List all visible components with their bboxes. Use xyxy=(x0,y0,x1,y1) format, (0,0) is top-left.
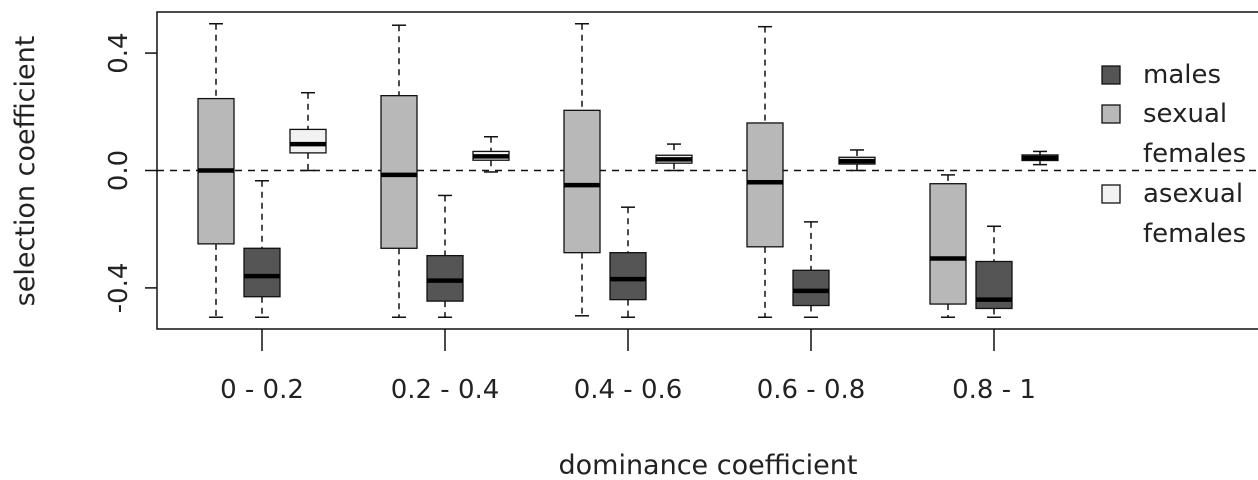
box-body xyxy=(563,109,601,254)
box-body xyxy=(289,128,327,154)
box-body xyxy=(380,95,418,249)
legend-swatch-sexual_females xyxy=(1101,104,1121,124)
legend-label-asexual_females: females xyxy=(1143,219,1246,249)
box-sexual_females-4 xyxy=(929,174,967,319)
box-body xyxy=(609,252,647,301)
legend-label-sexual_females: females xyxy=(1143,139,1246,169)
x-axis-label: dominance coefficient xyxy=(558,450,857,480)
box-males-3 xyxy=(792,221,830,319)
box-sexual_females-0 xyxy=(197,22,235,319)
box-asexual_females-1 xyxy=(472,135,510,173)
y-tick-label: -0.4 xyxy=(104,263,134,314)
legend-swatch-asexual_females xyxy=(1101,184,1121,204)
box-males-1 xyxy=(426,194,464,319)
box-males-4 xyxy=(975,225,1013,319)
box-asexual_females-0 xyxy=(289,91,327,172)
legend-swatch-males xyxy=(1101,65,1121,85)
box-body xyxy=(792,269,830,307)
x-tick-label: 0.8 - 1 xyxy=(952,375,1036,405)
box-sexual_females-2 xyxy=(563,22,601,317)
box-males-0 xyxy=(243,180,281,319)
y-axis-label: selection coefficient xyxy=(10,36,41,307)
legend: males sexual females asexual females xyxy=(1101,60,1246,249)
legend-label-males: males xyxy=(1143,60,1221,90)
legend-label-sexual_females: sexual xyxy=(1143,99,1227,129)
box-sexual_females-3 xyxy=(746,25,784,319)
legend-label-asexual_females: asexual xyxy=(1143,179,1243,209)
box-sexual_females-1 xyxy=(380,24,418,319)
box-asexual_females-3 xyxy=(838,149,876,172)
y-tick-label: 0.4 xyxy=(104,32,134,73)
x-tick-label: 0.4 - 0.6 xyxy=(574,375,683,405)
x-tick-label: 0.2 - 0.4 xyxy=(391,375,500,405)
box-males-2 xyxy=(609,206,647,319)
box-body xyxy=(929,183,967,305)
box-asexual_females-4 xyxy=(1021,150,1059,166)
x-tick-label: 0.6 - 0.8 xyxy=(757,375,866,405)
y-tick-label: 0.0 xyxy=(104,150,134,191)
x-tick-label: 0 - 0.2 xyxy=(220,375,304,405)
box-body xyxy=(243,247,281,298)
plot-layer: 0.4 0.0 -0.4 0 - 0.2 0.2 - 0.4 0.4 - 0.6 0.6 -… xyxy=(104,11,1258,405)
box-asexual_females-2 xyxy=(655,143,693,172)
box-body xyxy=(746,122,784,248)
